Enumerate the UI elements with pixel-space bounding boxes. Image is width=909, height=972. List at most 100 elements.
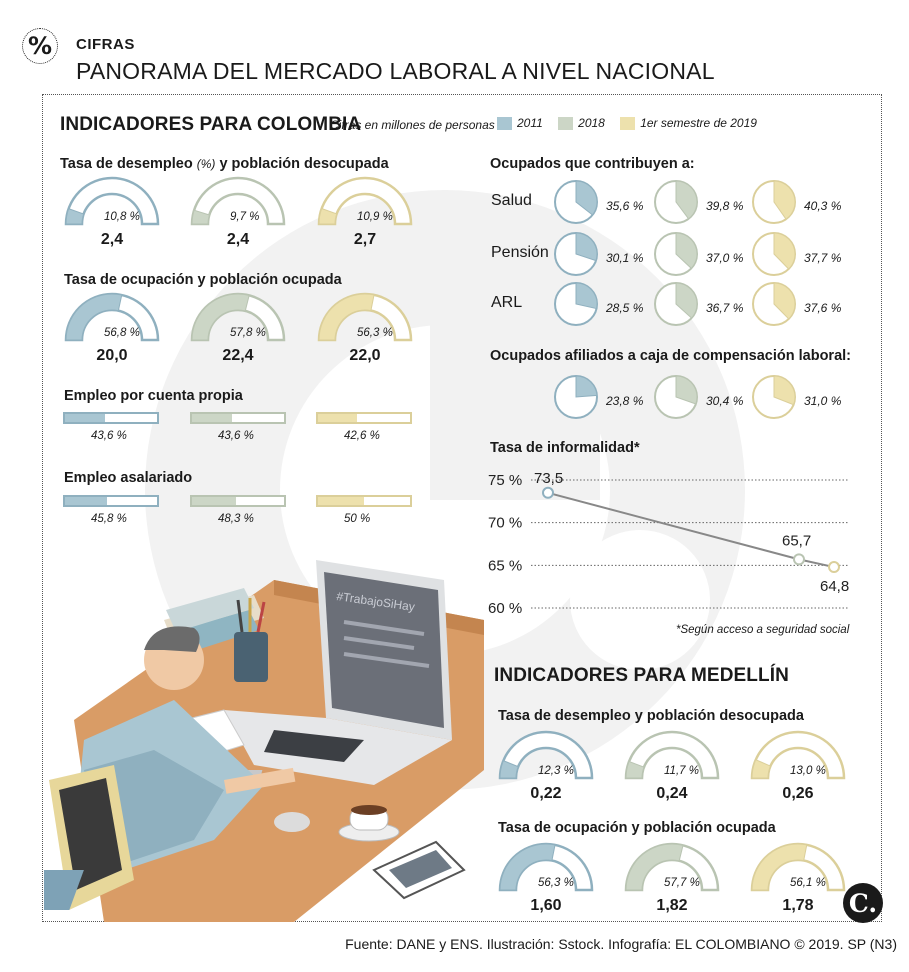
gauge-value: 2,4 <box>226 231 250 248</box>
gauge-col-desempleo-2 <box>317 176 413 226</box>
gauge-rate-label: 57,8 % <box>230 327 266 339</box>
gauge-fill <box>65 293 123 341</box>
med-ocupacion-title: Tasa de ocupación y población ocupada <box>498 820 776 836</box>
pie-slice <box>773 232 796 270</box>
cuenta-propia-title: Empleo por cuenta propia <box>64 388 243 404</box>
gauge-fill <box>751 759 772 779</box>
pie-value-label: 28,5 % <box>606 301 644 315</box>
informalidad-line-chart: 75 % 70 % 65 % 60 % 73,5 65,7 64,8 <box>488 470 849 617</box>
pie-chart <box>752 282 796 326</box>
pie-chart <box>752 375 796 419</box>
data-point <box>793 553 805 566</box>
gauge-outline <box>64 176 160 226</box>
medellin-title: INDICADORES PARA MEDELLÍN <box>494 665 789 686</box>
pie-slice <box>575 282 598 310</box>
pie-slice <box>675 282 698 319</box>
row-label-1: Pensión <box>491 244 549 261</box>
gauge-fill <box>191 293 250 341</box>
gauge-value: 20,0 <box>96 347 128 364</box>
pie-slice <box>675 375 698 405</box>
bar-fill <box>65 414 106 422</box>
bar-col-cuenta-propia-0 <box>63 412 159 424</box>
pie-value-label: 37,6 % <box>804 301 842 315</box>
source-credit: Fuente: DANE y ENS. Ilustración: Sstock.… <box>345 936 897 952</box>
data-label: 65,7 <box>782 532 811 549</box>
gauge-value: 1,82 <box>656 897 688 914</box>
section-tag: CIFRAS <box>76 36 135 53</box>
row-label-0: Salud <box>491 192 532 209</box>
data-point <box>828 561 840 574</box>
gauge-col-ocupacion-0 <box>64 292 160 342</box>
gauge-outline <box>750 730 846 780</box>
gauge-col-desempleo-0 <box>64 176 160 226</box>
pie-chart <box>554 180 598 224</box>
y-tick-label: 75 % <box>488 472 522 489</box>
pie-slice <box>575 375 598 398</box>
pie-value-label: 37,7 % <box>804 251 842 265</box>
colombia-title: INDICADORES PARA COLOMBIA <box>60 114 362 135</box>
pie-chart <box>554 232 598 276</box>
gauge-fill <box>65 208 85 225</box>
page-title: PANORAMA DEL MERCADO LABORAL A NIVEL NAC… <box>76 58 715 84</box>
gauge-rate-label: 56,3 % <box>357 327 393 339</box>
gauge-col-desempleo-1 <box>190 176 286 226</box>
caja-title: Ocupados afiliados a caja de compensació… <box>490 348 851 364</box>
gauge-fill <box>318 293 375 341</box>
desempleo-title-rest: y población desocupada <box>219 156 389 172</box>
gauge-outline <box>317 176 413 226</box>
gauge-med-ocupacion-0 <box>498 842 594 892</box>
bar-col-cuenta-propia-1 <box>190 412 286 424</box>
gauge-med-desempleo-2 <box>750 730 846 780</box>
contribuyen-title: Ocupados que contribuyen a: <box>490 156 695 172</box>
gauge-rate-label: 13,0 % <box>790 765 826 777</box>
gauge-fill <box>499 760 519 779</box>
pie-chart <box>654 232 698 276</box>
bar-label: 43,6 % <box>91 430 127 442</box>
pie-slice <box>575 232 598 262</box>
pie-value-label: 23,8 % <box>606 394 644 408</box>
legend-2018: 2018 <box>578 116 605 130</box>
informalidad-title: Tasa de informalidad* <box>490 440 640 456</box>
gauge-value: 1,78 <box>782 897 814 914</box>
legend-swatch-2019 <box>620 117 636 131</box>
pie-chart <box>654 282 698 326</box>
pie-chart <box>752 180 796 224</box>
bar-fill <box>65 497 108 505</box>
data-label: 64,8 <box>820 578 849 595</box>
gauge-outline <box>624 730 720 780</box>
gauge-fill <box>318 207 338 225</box>
gauge-value: 2,4 <box>100 231 124 248</box>
units-note: Cifras en millones de personas <box>330 118 495 132</box>
gauge-col-ocupacion-2 <box>317 292 413 342</box>
bar-fill <box>192 497 237 505</box>
series-line <box>547 491 835 569</box>
gauge-value: 1,60 <box>530 897 562 914</box>
gauge-rate-label: 56,3 % <box>538 877 574 889</box>
informalidad-note: *Según acceso a seguridad social <box>676 624 850 636</box>
legend-2011: 2011 <box>517 116 543 130</box>
pie-slice <box>675 232 698 270</box>
bar-col-cuenta-propia-2 <box>316 412 412 424</box>
gauge-fill <box>625 760 645 779</box>
gauge-fill <box>751 843 808 891</box>
gauge-value: 0,24 <box>656 785 688 802</box>
bar-label: 42,6 % <box>344 430 380 442</box>
pie-value-label: 36,7 % <box>706 301 744 315</box>
med-desempleo-title: Tasa de desempleo y población desocupada <box>498 708 804 724</box>
legend-swatch-2011 <box>497 117 512 131</box>
gauge-rate-label: 56,1 % <box>790 877 826 889</box>
data-label: 73,5 <box>534 470 563 487</box>
gauge-value: 0,26 <box>782 785 814 802</box>
legend-swatch-2018 <box>558 117 574 131</box>
bar-col-asalariado-0 <box>63 495 159 507</box>
gauge-med-desempleo-1 <box>624 730 720 780</box>
y-tick-label: 65 % <box>488 557 522 574</box>
gauge-value: 22,4 <box>222 347 254 364</box>
pie-slice <box>575 180 598 216</box>
content-frame <box>42 94 882 922</box>
data-point <box>542 486 554 499</box>
pie-chart <box>654 375 698 419</box>
gauge-value: 2,7 <box>353 231 377 248</box>
gauge-col-ocupacion-1 <box>190 292 286 342</box>
pie-chart <box>654 180 698 224</box>
